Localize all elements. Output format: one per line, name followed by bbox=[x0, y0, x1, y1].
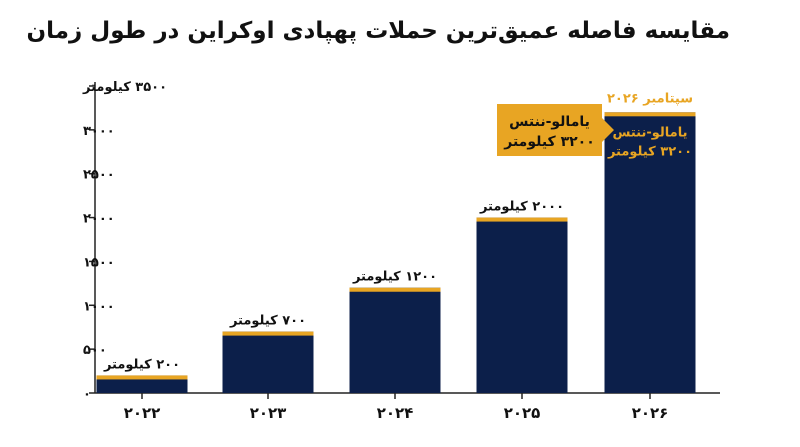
bar-inside-label: ۳۲۰۰ کیلومتر bbox=[607, 144, 692, 159]
bar bbox=[476, 217, 568, 393]
y-tick-label: ۱۰۰۰ bbox=[83, 299, 115, 314]
y-tick-label: ۱۵۰۰ bbox=[83, 255, 115, 270]
bar-cap bbox=[349, 287, 441, 292]
chart-title: مقایسه فاصله عمیق‌ترین حملات پهپادی اوکر… bbox=[26, 18, 730, 44]
bar bbox=[349, 287, 441, 393]
callout-box bbox=[497, 104, 614, 156]
x-tick-label: ۲۰۲۴ bbox=[377, 404, 414, 422]
bar-cap bbox=[476, 217, 568, 222]
bar bbox=[222, 331, 314, 393]
bar bbox=[96, 375, 188, 393]
y-tick-label: ۲۵۰۰ bbox=[83, 168, 115, 183]
y-tick-label: ۰ bbox=[83, 387, 91, 402]
data-label: ۱۲۰۰ کیلومتر bbox=[352, 270, 437, 285]
bar-date-label: سپتامبر ۲۰۲۶ bbox=[607, 91, 693, 106]
bar-cap bbox=[222, 331, 314, 336]
callout-label: ۳۲۰۰ کیلومتر bbox=[503, 134, 595, 150]
bar bbox=[604, 112, 696, 394]
y-tick-label: ۵۰۰ bbox=[83, 343, 107, 358]
x-tick-label: ۲۰۲۲ bbox=[124, 404, 161, 422]
bar-cap bbox=[96, 375, 188, 380]
y-tick-label: ۳۰۰۰ bbox=[83, 124, 115, 139]
data-label: ۲۰۰۰ کیلومتر bbox=[479, 200, 564, 215]
callout-label: یامالو-ننتس bbox=[509, 114, 590, 130]
y-tick-label: ۳۵۰۰ کیلومتر bbox=[82, 80, 167, 95]
x-tick-label: ۲۰۲۶ bbox=[632, 404, 669, 422]
y-tick-label: ۲۰۰۰ bbox=[83, 212, 115, 227]
x-tick-label: ۲۰۲۵ bbox=[504, 404, 541, 422]
data-label: ۷۰۰ کیلومتر bbox=[229, 314, 306, 329]
x-tick-label: ۲۰۲۳ bbox=[250, 404, 287, 422]
bar-cap bbox=[604, 112, 696, 117]
bar-inside-label: یامالو-ننتس bbox=[613, 125, 688, 140]
data-label: ۲۰۰ کیلومتر bbox=[103, 357, 180, 372]
